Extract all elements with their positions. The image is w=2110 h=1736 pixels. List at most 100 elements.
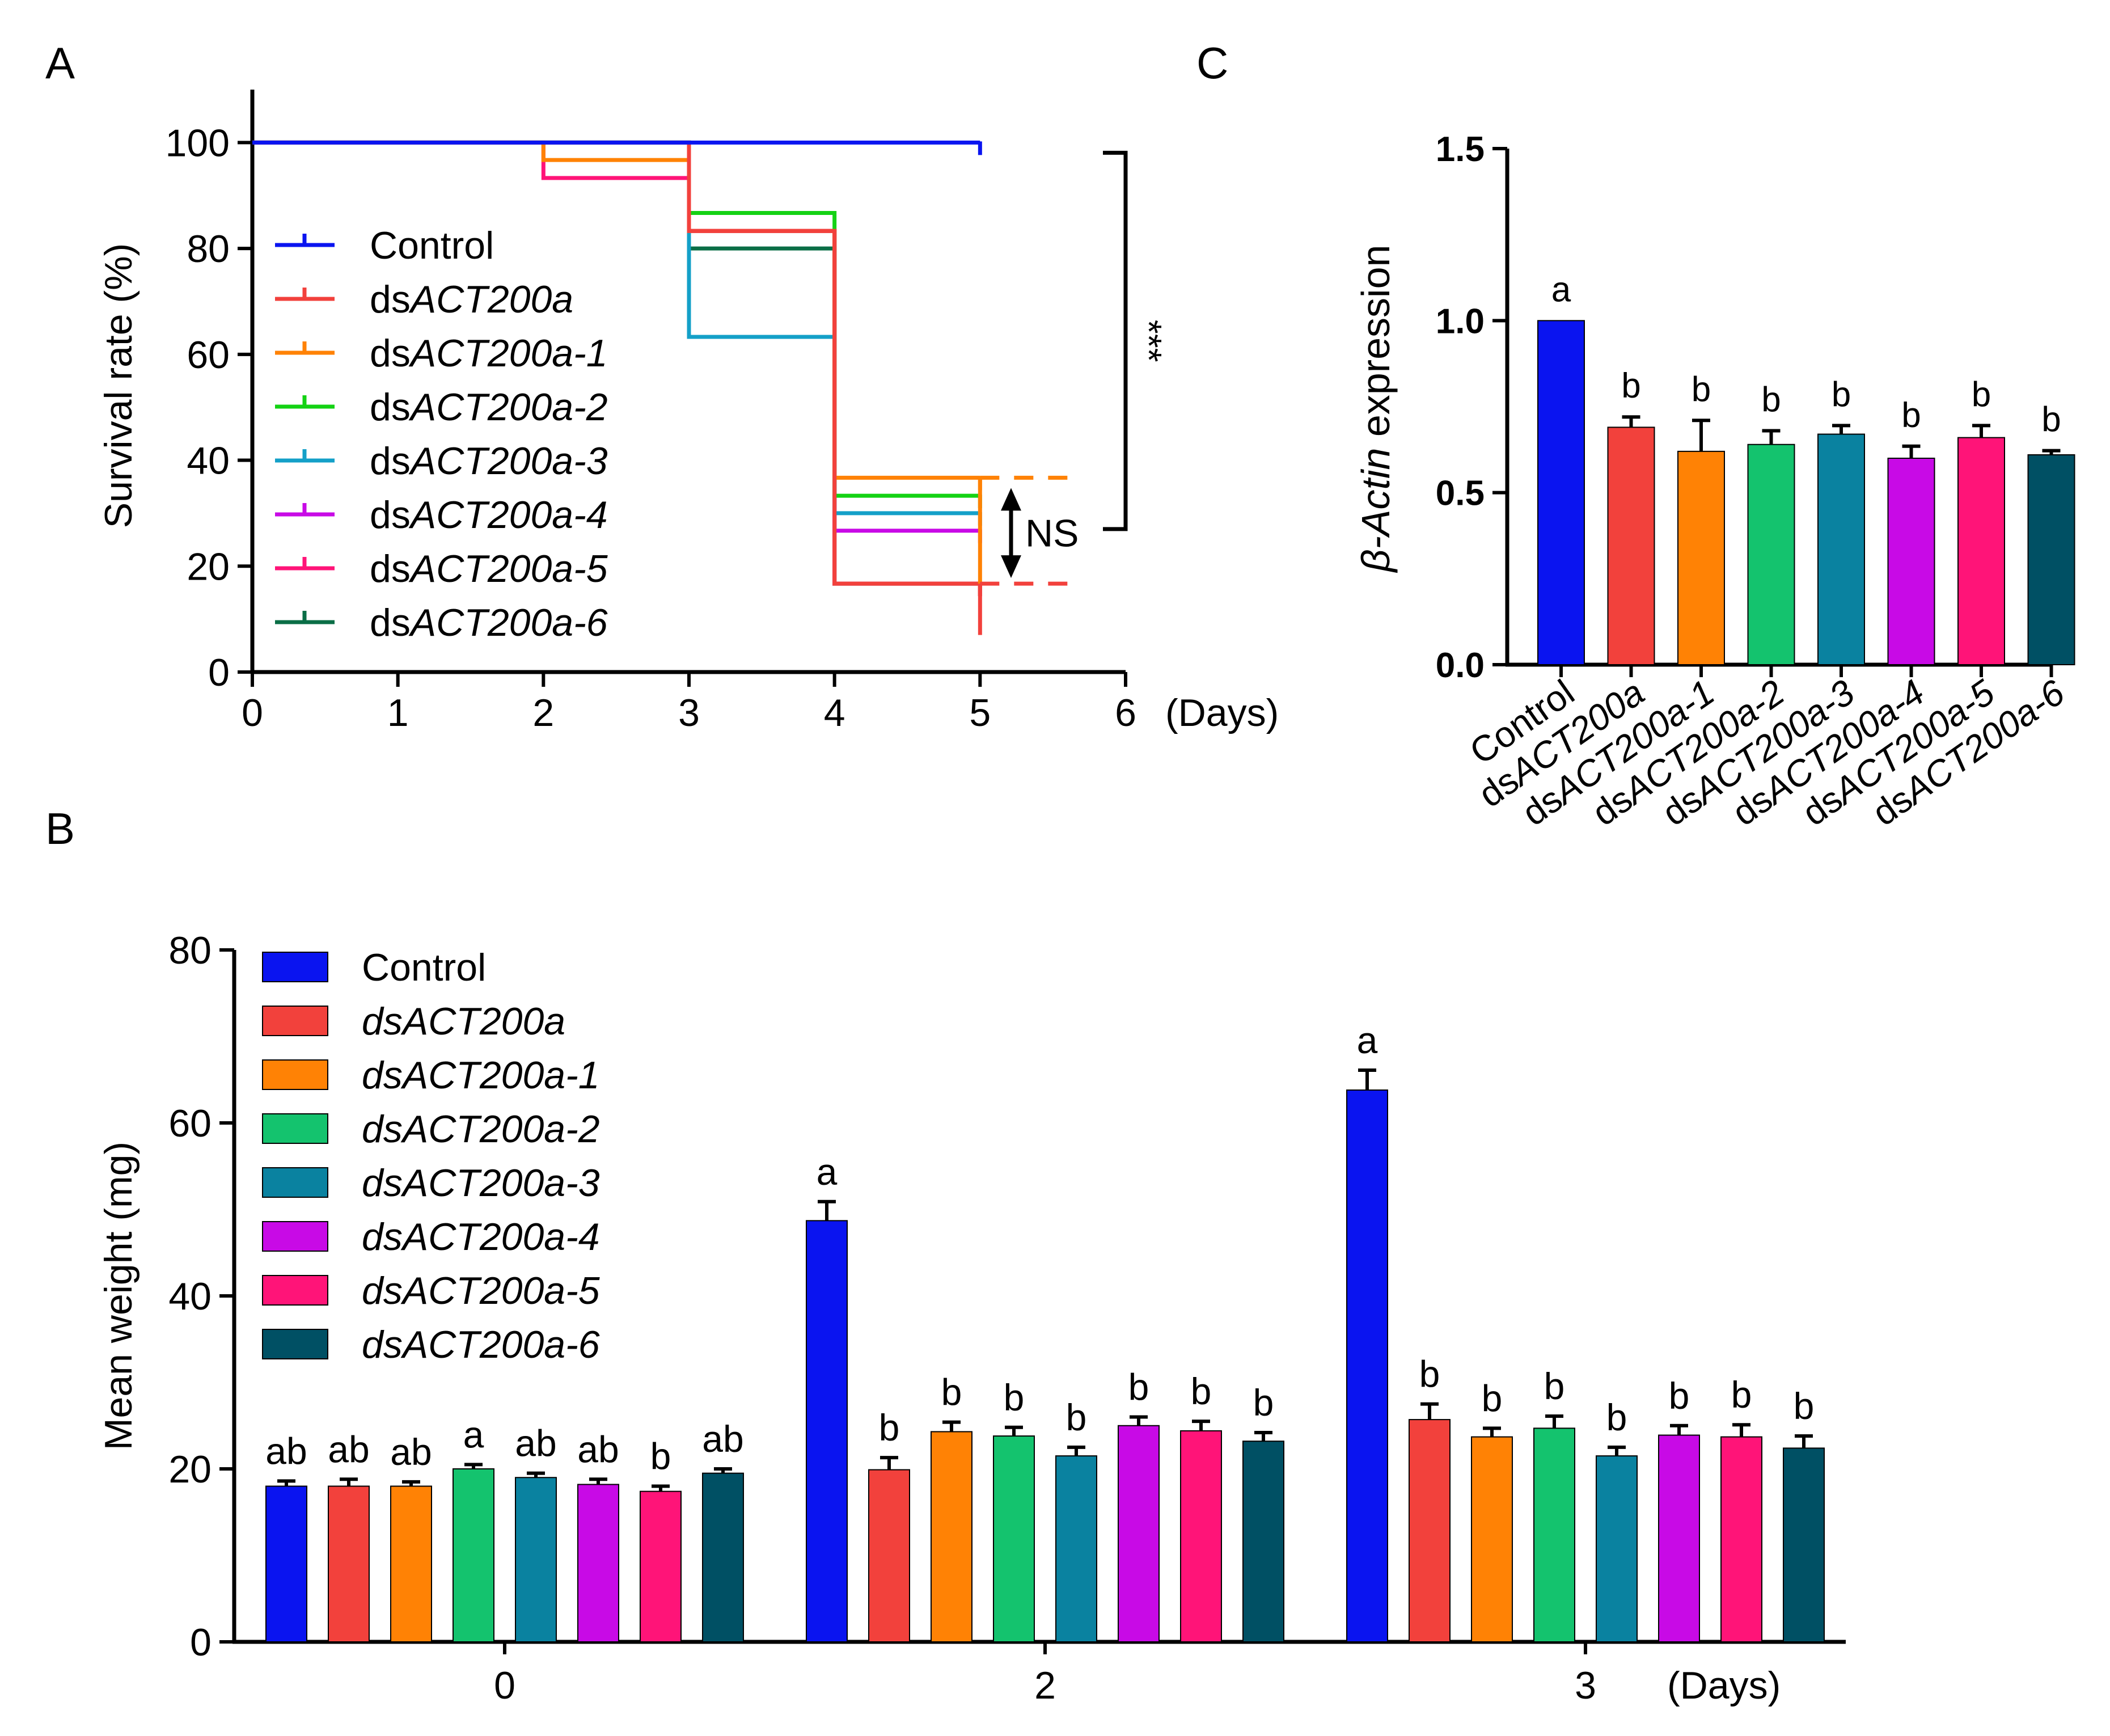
significance-bracket [1103,150,1128,531]
significance-letter: b [1621,366,1640,406]
y-tick-label: 100 [166,121,230,164]
bar-dsACT200a-5 [1957,437,2005,665]
y-tick-label: 80 [187,227,230,271]
legend-label-dsACT200a: dsACT200a [370,278,573,321]
bar-dsACT200a-1-day0 [390,1485,432,1642]
x-tick-label: 3 [678,691,700,734]
x-axis-label: (Days) [1165,691,1279,734]
survival-line-dsACT200a-2 [252,140,980,498]
survival-chart-panel-a: A 0 20 40 60 80 100 0 1 2 3 4 5 6 (Days) Survival rate … [45,38,1279,734]
y-tick-label: 20 [168,1448,212,1491]
significance-letter: ab [577,1428,619,1470]
significance-stars: *** [1128,320,1169,362]
significance-letter: b [1901,396,1921,435]
panel-b-label: B [45,804,75,854]
significance-letter: b [1419,1353,1440,1395]
survival-line-dsACT200a-3 [252,140,980,516]
bar-dsACT200a-4-day0 [577,1484,619,1642]
legend-label-dsACT200a-4: dsACT200a-4 [362,1215,600,1258]
significance-letter: b [1482,1377,1503,1419]
survival-line-dsACT200a [252,140,980,586]
x-tick-label: 0 [242,691,263,734]
significance-letter: ab [265,1430,307,1472]
y-tick-label: 60 [168,1102,212,1145]
y-axis-label: Mean weight (mg) [97,1142,140,1450]
significance-letter: b [1972,375,1991,414]
x-tick-label: 2 [532,691,554,734]
bar-dsACT200a-4 [1887,458,1935,665]
y-tick-label: 0 [208,651,230,694]
legend-swatch-Control [262,952,328,982]
x-tick-label: 6 [1115,691,1136,734]
legend-swatch-dsACT200a-1 [262,1059,328,1090]
legend-swatch-dsACT200a-2 [262,1113,328,1144]
x-tick-label: 5 [969,691,991,734]
survival-line-dsACT200a-5 [252,140,980,586]
significance-letter: ab [390,1431,432,1473]
survival-line-dsACT200a-6 [252,140,980,586]
legend-label-dsACT200a-5: dsACT200a-5 [362,1269,600,1312]
legend-swatch-dsACT200a-3 [262,1167,328,1198]
bar-dsACT200a-1-day2 [931,1431,972,1643]
bar-dsACT200a-2-day0 [453,1468,494,1642]
bar-dsACT200a-5-day0 [640,1490,682,1642]
panel-c-label: C [1196,38,1228,88]
legend-label-dsACT200a-3: dsACT200a-3 [370,440,608,483]
survival-line-dsACT200a-4 [252,140,980,533]
bar-dsACT200a-3-day3 [1596,1455,1638,1642]
significance-letter: a [463,1413,484,1455]
significance-letter: b [1832,375,1851,414]
legend-label-dsACT200a-3: dsACT200a-3 [362,1161,600,1205]
legend-label-dsACT200a-6: dsACT200a-6 [370,601,608,644]
y-axis-label: β-Actin expression [1354,245,1398,573]
legend-swatch-dsACT200a-6 [262,1329,328,1359]
y-tick-label: 0 [190,1621,212,1664]
ns-arrow-head-down [1001,555,1021,578]
legend-label-dsACT200a-2: dsACT200a-2 [362,1108,600,1151]
ns-arrow-head-up [1001,488,1021,511]
significance-letter: b [1544,1365,1565,1407]
bar-dsACT200a-6-day0 [702,1472,744,1642]
bar-dsACT200a-1 [1677,450,1725,665]
x-tick-label: 3 [1575,1664,1596,1707]
significance-letter: a [1357,1019,1378,1061]
x-tick-label: 4 [824,691,845,734]
bar-dsACT200a-2-day3 [1533,1427,1575,1642]
legend-label-dsACT200a-1: dsACT200a-1 [362,1054,600,1097]
bar-dsACT200a-day3 [1409,1419,1451,1642]
significance-letter: ab [328,1428,369,1470]
bar-dsACT200a-4-day3 [1658,1434,1700,1642]
bar-dsACT200a-3 [1817,433,1865,665]
bar-dsACT200a-day2 [868,1469,910,1642]
legend-label-dsACT200a-5: dsACT200a-5 [370,547,608,590]
bar-dsACT200a-6-day2 [1242,1441,1284,1642]
significance-letter: b [1191,1370,1212,1412]
significance-letter: b [941,1371,962,1413]
survival-line-dsACT200a-1 [252,140,980,480]
significance-letter: b [1731,1374,1752,1416]
bar-dsACT200a-2-day2 [993,1435,1035,1643]
significance-letter: ab [515,1422,556,1464]
bar-Control-day2 [806,1220,848,1642]
legend-label-dsACT200a-4: dsACT200a-4 [370,493,608,537]
bar-dsACT200a-1-day3 [1471,1436,1513,1642]
significance-letter: b [650,1435,671,1477]
significance-letter: b [1253,1382,1274,1424]
ns-label: NS [1025,512,1079,555]
bar-dsACT200a-5-day3 [1720,1436,1762,1642]
x-tick-label: 2 [1034,1664,1056,1707]
y-tick-label: 60 [187,333,230,377]
significance-letter: b [1066,1396,1087,1438]
legend-swatch-dsACT200a [262,1006,328,1036]
legend-swatch-dsACT200a-5 [262,1275,328,1306]
bar-dsACT200a-2 [1747,443,1795,665]
significance-letter: b [879,1406,900,1448]
legend-label-dsACT200a-1: dsACT200a-1 [370,332,608,375]
significance-letter: b [1606,1396,1627,1438]
y-tick-label: 80 [168,929,212,972]
y-tick-label: 40 [187,440,230,483]
bar-Control [1537,320,1585,665]
significance-letter: b [1692,370,1711,409]
